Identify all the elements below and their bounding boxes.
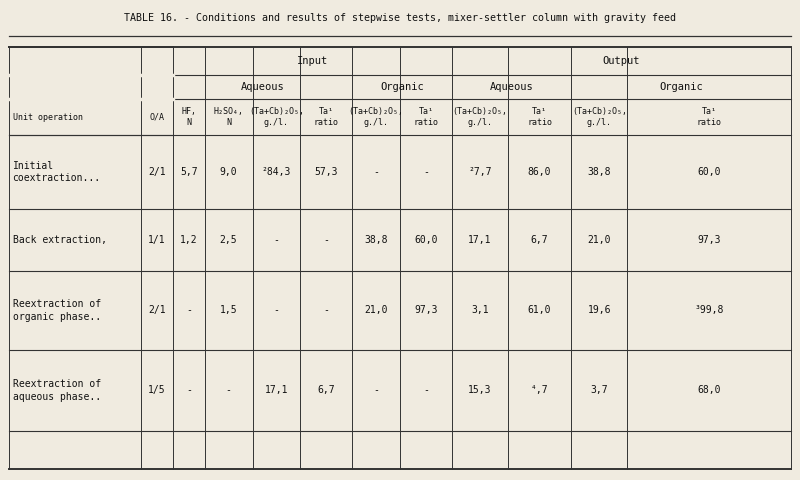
Text: 3,7: 3,7: [590, 385, 608, 396]
Text: -: -: [423, 167, 429, 177]
Text: O/A: O/A: [150, 113, 164, 121]
Text: -: -: [186, 305, 192, 315]
Text: 1/1: 1/1: [148, 235, 166, 245]
Text: Aqueous: Aqueous: [490, 82, 534, 92]
Text: 57,3: 57,3: [314, 167, 338, 177]
Text: 2,5: 2,5: [220, 235, 238, 245]
Text: Input: Input: [297, 56, 328, 66]
Text: 15,3: 15,3: [468, 385, 491, 396]
Text: Ta¹
ratio: Ta¹ ratio: [697, 107, 722, 127]
Text: -: -: [373, 385, 379, 396]
Text: H₂SO₄,
N: H₂SO₄, N: [214, 107, 243, 127]
Text: ³99,8: ³99,8: [694, 305, 724, 315]
Text: 2/1: 2/1: [148, 167, 166, 177]
Text: 68,0: 68,0: [697, 385, 721, 396]
Text: 1/5: 1/5: [148, 385, 166, 396]
Text: -: -: [323, 235, 329, 245]
Text: 3,1: 3,1: [471, 305, 489, 315]
Text: 61,0: 61,0: [528, 305, 551, 315]
Text: 97,3: 97,3: [414, 305, 438, 315]
Text: 19,6: 19,6: [587, 305, 611, 315]
Text: (Ta+Cb)₂O₅,
g./l.: (Ta+Cb)₂O₅, g./l.: [452, 107, 507, 127]
Text: TABLE 16. - Conditions and results of stepwise tests, mixer-settler column with : TABLE 16. - Conditions and results of st…: [124, 13, 676, 24]
Text: Ta¹
ratio: Ta¹ ratio: [314, 107, 338, 127]
Text: Back extraction,: Back extraction,: [13, 235, 106, 245]
Text: HF,
N: HF, N: [182, 107, 196, 127]
Text: 38,8: 38,8: [364, 235, 388, 245]
Text: Ta¹
ratio: Ta¹ ratio: [527, 107, 552, 127]
Text: Aqueous: Aqueous: [241, 82, 284, 92]
Text: (Ta+Cb)₂O₅,
g./l.: (Ta+Cb)₂O₅, g./l.: [249, 107, 304, 127]
Text: Organic: Organic: [659, 82, 703, 92]
Text: 6,7: 6,7: [530, 235, 548, 245]
Text: -: -: [274, 235, 279, 245]
Text: 5,7: 5,7: [180, 167, 198, 177]
Text: 21,0: 21,0: [587, 235, 611, 245]
Text: Organic: Organic: [380, 82, 424, 92]
Text: 2/1: 2/1: [148, 305, 166, 315]
Text: 60,0: 60,0: [414, 235, 438, 245]
Text: 17,1: 17,1: [265, 385, 288, 396]
Text: -: -: [226, 385, 231, 396]
Text: 21,0: 21,0: [364, 305, 388, 315]
Text: ⁴,7: ⁴,7: [530, 385, 548, 396]
Text: 9,0: 9,0: [220, 167, 238, 177]
Text: Output: Output: [602, 56, 640, 66]
Text: (Ta+Cb)₂O₅,
g./l.: (Ta+Cb)₂O₅, g./l.: [572, 107, 627, 127]
Text: Reextraction of
organic phase..: Reextraction of organic phase..: [13, 299, 101, 322]
Text: ²84,3: ²84,3: [262, 167, 291, 177]
Text: -: -: [186, 385, 192, 396]
Text: Ta¹
ratio: Ta¹ ratio: [414, 107, 438, 127]
Text: -: -: [323, 305, 329, 315]
Text: Unit operation: Unit operation: [13, 113, 82, 121]
Text: (Ta+Cb)₂O₅,
g./l.: (Ta+Cb)₂O₅, g./l.: [349, 107, 403, 127]
Text: 1,2: 1,2: [180, 235, 198, 245]
Text: 17,1: 17,1: [468, 235, 491, 245]
Text: -: -: [373, 167, 379, 177]
Text: 86,0: 86,0: [528, 167, 551, 177]
Text: -: -: [274, 305, 279, 315]
Text: ²7,7: ²7,7: [468, 167, 491, 177]
Text: Initial
coextraction...: Initial coextraction...: [13, 161, 101, 183]
Text: 6,7: 6,7: [318, 385, 335, 396]
Text: 97,3: 97,3: [697, 235, 721, 245]
Text: 38,8: 38,8: [587, 167, 611, 177]
Text: 1,5: 1,5: [220, 305, 238, 315]
Text: -: -: [423, 385, 429, 396]
Text: 60,0: 60,0: [697, 167, 721, 177]
Text: Reextraction of
aqueous phase..: Reextraction of aqueous phase..: [13, 379, 101, 402]
